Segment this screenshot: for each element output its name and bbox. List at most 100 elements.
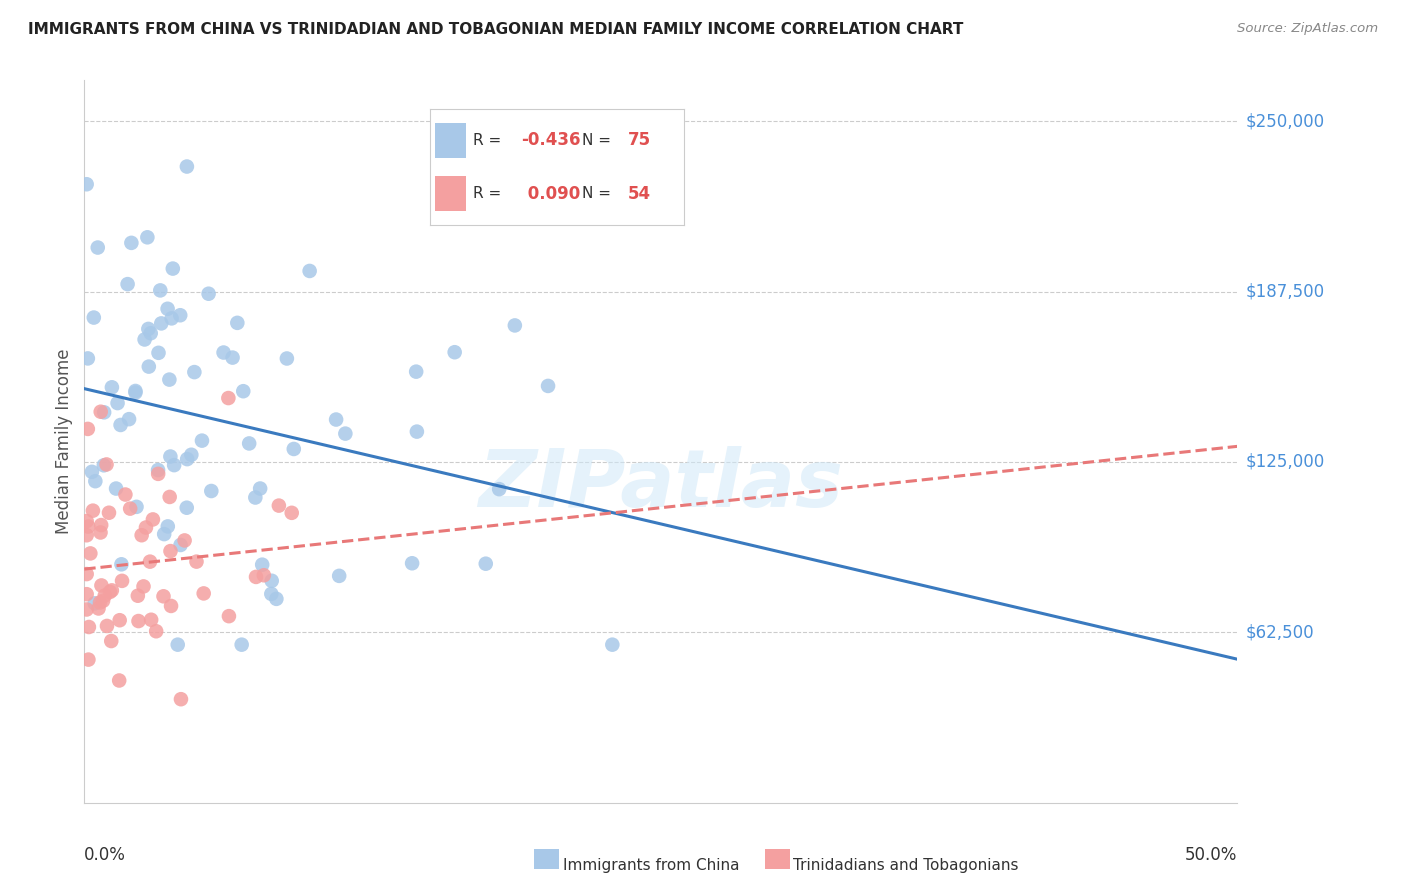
Point bbox=[325, 412, 347, 426]
Point bbox=[166, 638, 188, 652]
Point bbox=[260, 587, 283, 601]
Point bbox=[183, 365, 205, 379]
Point bbox=[90, 578, 112, 592]
Point bbox=[76, 514, 98, 528]
Point bbox=[120, 501, 142, 516]
Point bbox=[249, 482, 271, 496]
Point bbox=[76, 178, 98, 192]
Point bbox=[231, 638, 253, 652]
Point bbox=[176, 452, 198, 467]
Point bbox=[159, 490, 181, 504]
Point bbox=[84, 474, 107, 488]
Point bbox=[91, 594, 114, 608]
Point bbox=[111, 574, 134, 588]
Point bbox=[159, 544, 181, 558]
Point bbox=[141, 613, 163, 627]
Point bbox=[132, 579, 155, 593]
Point bbox=[197, 286, 219, 301]
Point bbox=[76, 351, 98, 366]
Point bbox=[145, 624, 167, 639]
Point bbox=[90, 518, 112, 533]
Point bbox=[160, 311, 183, 326]
Point bbox=[127, 589, 149, 603]
Point bbox=[267, 499, 290, 513]
Point bbox=[108, 673, 131, 688]
Point bbox=[105, 482, 128, 496]
Point bbox=[124, 384, 146, 398]
Point bbox=[82, 503, 104, 517]
Point bbox=[298, 264, 321, 278]
Point bbox=[96, 458, 118, 472]
Point bbox=[79, 546, 101, 560]
Point bbox=[108, 613, 131, 627]
Y-axis label: Median Family Income: Median Family Income bbox=[55, 349, 73, 534]
Point bbox=[280, 506, 302, 520]
Point bbox=[180, 448, 202, 462]
Point bbox=[120, 235, 142, 250]
Point bbox=[87, 241, 110, 255]
Point bbox=[153, 527, 176, 541]
Point bbox=[100, 634, 122, 648]
Point bbox=[150, 317, 173, 331]
Text: ZIPatlas: ZIPatlas bbox=[478, 446, 844, 524]
Point bbox=[80, 465, 103, 479]
Point bbox=[503, 318, 526, 333]
Point bbox=[77, 519, 100, 533]
Text: IMMIGRANTS FROM CHINA VS TRINIDADIAN AND TOBAGONIAN MEDIAN FAMILY INCOME CORRELA: IMMIGRANTS FROM CHINA VS TRINIDADIAN AND… bbox=[28, 22, 963, 37]
Bar bbox=[765, 849, 790, 870]
Point bbox=[139, 555, 162, 569]
Point bbox=[217, 391, 239, 405]
Point bbox=[238, 436, 260, 450]
Point bbox=[107, 396, 129, 410]
Point bbox=[76, 567, 98, 582]
Point bbox=[135, 520, 157, 534]
Text: 50.0%: 50.0% bbox=[1185, 847, 1237, 864]
Text: Immigrants from China: Immigrants from China bbox=[562, 858, 740, 872]
Text: $250,000: $250,000 bbox=[1246, 112, 1324, 130]
Point bbox=[245, 570, 267, 584]
Point bbox=[193, 586, 215, 600]
Point bbox=[156, 519, 179, 533]
Point bbox=[328, 569, 350, 583]
Point bbox=[101, 583, 124, 598]
Text: $125,000: $125,000 bbox=[1246, 453, 1324, 471]
Point bbox=[93, 405, 115, 419]
Point bbox=[77, 620, 100, 634]
Point bbox=[226, 316, 249, 330]
Point bbox=[117, 277, 139, 292]
Point bbox=[162, 261, 184, 276]
Point bbox=[138, 322, 160, 336]
Point bbox=[250, 558, 273, 572]
Point bbox=[110, 558, 132, 572]
Point bbox=[173, 533, 195, 548]
Point bbox=[118, 412, 141, 426]
Text: Source: ZipAtlas.com: Source: ZipAtlas.com bbox=[1237, 22, 1378, 36]
Point bbox=[83, 310, 105, 325]
Point bbox=[212, 345, 235, 359]
Point bbox=[125, 500, 148, 514]
Point bbox=[405, 425, 427, 439]
Point bbox=[163, 458, 186, 472]
Point bbox=[149, 284, 172, 298]
Text: Trinidadians and Tobagonians: Trinidadians and Tobagonians bbox=[793, 858, 1019, 872]
Point bbox=[401, 556, 423, 570]
Point bbox=[90, 405, 112, 419]
Text: $62,500: $62,500 bbox=[1246, 624, 1315, 641]
Point bbox=[232, 384, 254, 399]
Point bbox=[245, 491, 267, 505]
Point bbox=[134, 333, 156, 347]
Point bbox=[157, 373, 180, 387]
Point bbox=[76, 422, 98, 436]
Point bbox=[335, 426, 357, 441]
Point bbox=[146, 463, 169, 477]
Point bbox=[93, 458, 115, 473]
Point bbox=[98, 506, 121, 520]
Point bbox=[169, 308, 191, 322]
Point bbox=[156, 301, 179, 316]
Point bbox=[128, 614, 150, 628]
Point bbox=[114, 487, 136, 501]
Point bbox=[443, 345, 465, 359]
Point bbox=[159, 450, 181, 464]
Point bbox=[136, 230, 159, 244]
Text: 0.0%: 0.0% bbox=[84, 847, 127, 864]
